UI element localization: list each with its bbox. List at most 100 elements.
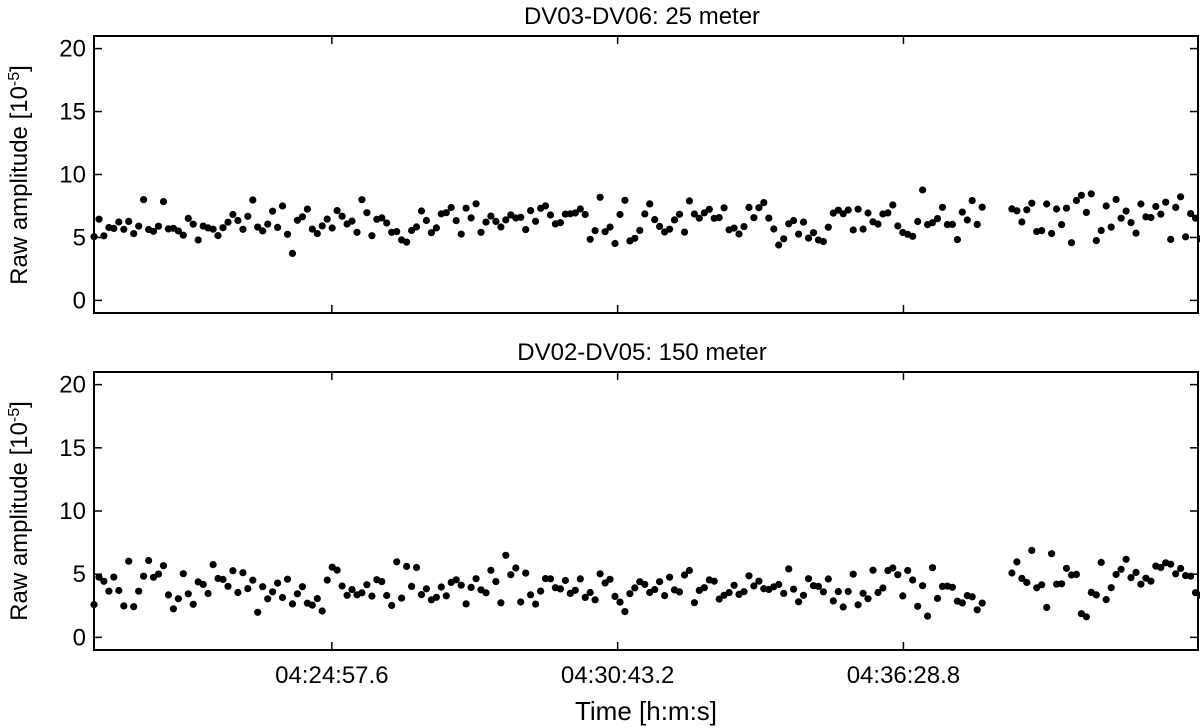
data-point — [224, 582, 232, 590]
data-point — [492, 217, 500, 225]
data-point — [1072, 570, 1080, 579]
data-point — [130, 603, 138, 611]
data-point — [254, 608, 262, 616]
data-point — [95, 573, 103, 581]
data-point — [1191, 214, 1200, 222]
data-point — [1038, 581, 1046, 589]
data-point — [353, 228, 361, 236]
data-point — [1053, 205, 1061, 213]
data-point — [110, 224, 118, 232]
data-point — [308, 601, 316, 609]
data-point — [492, 578, 500, 586]
bottom-panel-ylabel: Raw amplitude [10-5] — [6, 401, 34, 621]
data-point — [283, 575, 292, 583]
data-point — [824, 575, 832, 583]
data-point — [1058, 221, 1066, 229]
data-point — [799, 591, 808, 599]
data-point — [641, 210, 649, 218]
data-point — [760, 199, 768, 207]
data-point — [849, 570, 857, 578]
data-point — [115, 586, 123, 595]
data-point — [924, 612, 932, 620]
data-point — [522, 569, 530, 577]
data-point — [462, 600, 470, 608]
data-point — [408, 582, 416, 591]
data-point — [318, 607, 326, 615]
data-point — [1048, 229, 1056, 238]
data-point — [874, 588, 882, 597]
data-point — [274, 223, 282, 231]
data-point — [393, 228, 401, 236]
data-point — [914, 217, 922, 226]
data-point — [819, 237, 828, 246]
data-point — [690, 210, 699, 218]
data-point — [125, 557, 133, 565]
data-point — [527, 591, 535, 599]
data-point — [1023, 206, 1031, 214]
data-point — [1132, 229, 1140, 237]
data-point — [348, 586, 356, 594]
data-point — [1147, 577, 1155, 585]
data-point — [110, 573, 118, 581]
data-point — [700, 209, 708, 217]
data-point — [1043, 200, 1051, 208]
data-point — [90, 601, 98, 609]
data-point — [169, 605, 177, 613]
data-point — [333, 566, 341, 574]
data-point — [1196, 235, 1200, 243]
data-point — [403, 562, 411, 571]
data-point — [745, 203, 753, 211]
data-point — [641, 580, 649, 589]
data-point — [1092, 237, 1100, 245]
data-point — [115, 218, 123, 226]
data-point — [819, 588, 828, 596]
data-point — [631, 584, 639, 592]
data-point — [482, 218, 490, 226]
data-point — [90, 233, 98, 241]
data-point — [532, 217, 540, 225]
data-point — [368, 592, 376, 600]
data-point — [219, 224, 227, 232]
data-point — [502, 551, 510, 559]
data-point — [527, 207, 535, 215]
data-point — [1058, 580, 1066, 588]
data-point — [626, 590, 634, 598]
data-point — [502, 216, 510, 224]
data-point — [95, 215, 103, 223]
data-point — [159, 562, 168, 570]
data-point — [581, 210, 589, 219]
data-point — [953, 236, 962, 244]
data-point — [120, 602, 128, 610]
y-tick-label: 20 — [59, 36, 86, 63]
data-point — [432, 224, 440, 232]
data-point — [239, 225, 247, 233]
data-point — [338, 212, 346, 220]
data-point — [661, 592, 669, 600]
data-point — [174, 227, 182, 235]
data-point — [894, 571, 902, 579]
top-ylabel-main: Raw amplitude [10 — [6, 86, 33, 285]
data-point — [765, 214, 773, 222]
data-point — [427, 229, 435, 237]
top-scatter-panel: DV03-DV06: 25 meter Raw amplitude [10-5]… — [6, 3, 1200, 314]
data-point — [556, 585, 565, 593]
data-point — [135, 587, 143, 595]
data-point — [1172, 570, 1180, 578]
data-point — [740, 223, 748, 231]
data-point — [651, 216, 659, 224]
data-point — [522, 226, 530, 234]
y-tick-label: 5 — [73, 561, 86, 588]
data-point — [278, 202, 287, 210]
data-point — [303, 205, 311, 213]
data-point — [695, 214, 703, 222]
data-point — [214, 232, 222, 240]
data-point — [1187, 210, 1195, 218]
data-point — [105, 587, 113, 595]
data-point — [730, 224, 738, 232]
data-point — [462, 204, 470, 212]
data-point — [775, 580, 783, 589]
data-point — [383, 219, 391, 227]
data-point — [715, 595, 723, 603]
data-point — [884, 209, 892, 217]
